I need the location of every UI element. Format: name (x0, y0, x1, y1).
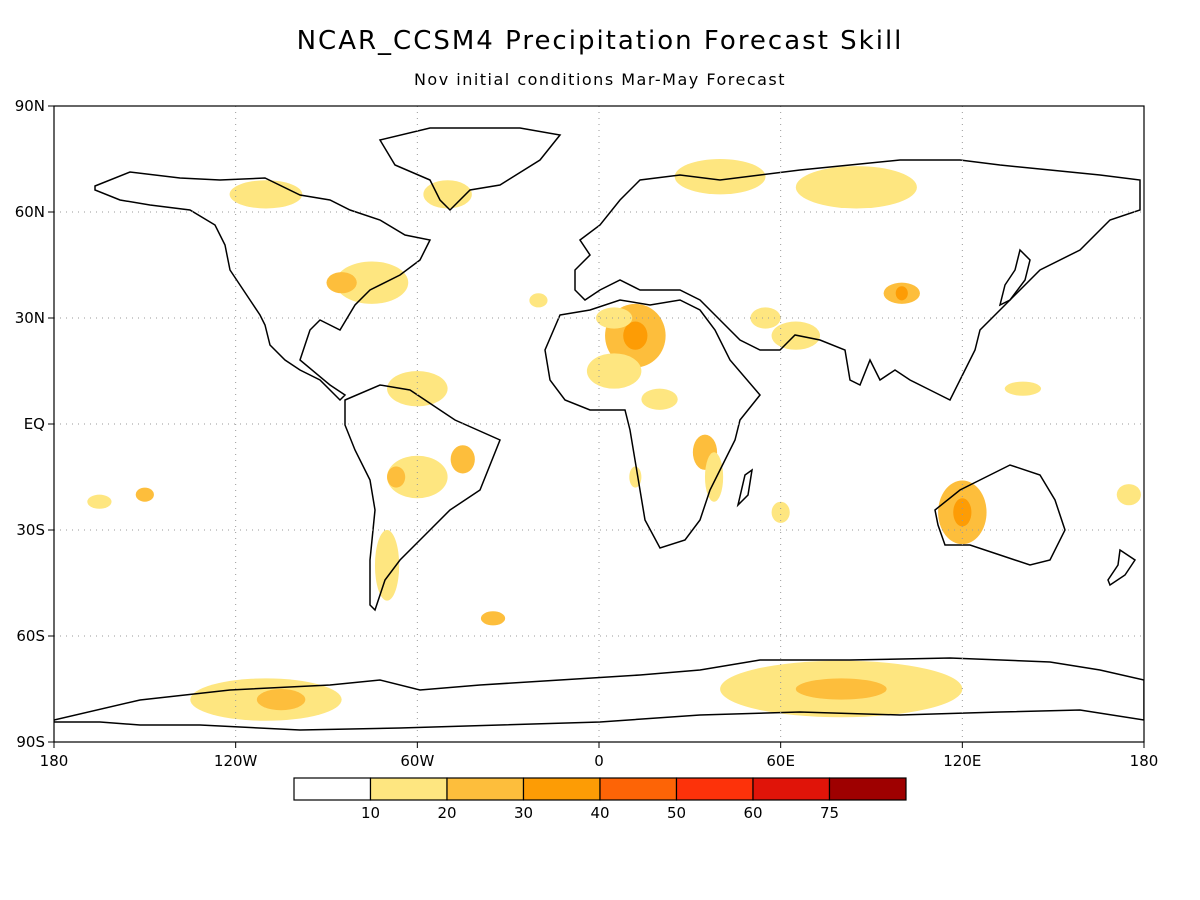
skill-region-7 (595, 307, 633, 329)
x-axis: 180 120W 60W 0 60E 120E 180 (40, 742, 1159, 770)
coastline-europe-asia (574, 159, 1141, 402)
gridlines (54, 106, 1144, 742)
colorbar-label-5: 60 (743, 804, 762, 822)
colorbar-swatch-0 (293, 777, 372, 801)
skill-region-19 (895, 286, 908, 301)
skill-region-10 (387, 455, 448, 499)
skill-region-21 (674, 159, 766, 195)
skill-region-3 (641, 388, 678, 410)
skill-region-23 (423, 180, 472, 209)
y-tick-label-2: 30N (15, 309, 45, 327)
coastline-north-america (94, 171, 432, 402)
colorbar-swatch-5 (675, 777, 754, 801)
colorbar-label-3: 40 (590, 804, 609, 822)
skill-region-17 (1004, 381, 1042, 396)
skill-region-11 (387, 466, 406, 488)
coastline-antarctica (54, 657, 1144, 731)
colorbar-swatch-2 (446, 777, 525, 801)
skill-region-9 (326, 272, 357, 294)
skill-region-20 (795, 166, 917, 209)
skill-region-22 (229, 180, 303, 209)
x-tick-label-6: 180 (1130, 752, 1159, 770)
coastline-greenland (378, 127, 562, 212)
colorbar-label-4: 50 (667, 804, 686, 822)
skill-region-26 (87, 494, 112, 509)
x-tick-label-2: 60W (400, 752, 434, 770)
skill-region-5 (704, 452, 724, 502)
chart-subtitle: Nov initial conditions Mar-May Forecast (413, 70, 787, 89)
colorbar-swatch-4 (599, 777, 678, 801)
skill-region-34 (529, 293, 548, 308)
y-tick-label-4: 30S (16, 521, 45, 539)
y-tick-label-6: 90S (16, 733, 45, 751)
coastline-africa (544, 299, 761, 549)
x-tick-label-1: 120W (214, 752, 258, 770)
colorbar-label-0: 10 (361, 804, 380, 822)
skill-region-13 (374, 530, 400, 601)
x-tick-label-4: 60E (766, 752, 795, 770)
colorbar-swatch-3 (522, 777, 601, 801)
y-axis: 90N 60N 30N EQ 30S 60S 90S (15, 97, 54, 751)
coastline-south-america (344, 384, 501, 612)
x-tick-label-5: 120E (943, 752, 981, 770)
x-tick-label-0: 180 (40, 752, 69, 770)
colorbar-label-1: 20 (437, 804, 456, 822)
coastline-new-zealand (1107, 548, 1137, 587)
x-tick-label-3: 0 (594, 752, 604, 770)
skill-region-2 (586, 353, 642, 389)
skill-region-16 (953, 498, 972, 527)
coastlines (54, 127, 1144, 731)
skill-region-32 (256, 689, 306, 711)
skill-region-30 (795, 678, 887, 700)
skill-region-33 (480, 611, 506, 626)
y-tick-label-0: 90N (15, 97, 45, 115)
y-tick-label-3: EQ (24, 415, 45, 433)
coastline-madagascar (736, 468, 754, 508)
coastline-japan (998, 248, 1031, 307)
skill-region-24 (750, 307, 781, 329)
chart-title: NCAR_CCSM4 Precipitation Forecast Skill (296, 26, 904, 56)
skill-region-27 (135, 487, 154, 502)
colorbar-swatch-6 (752, 777, 831, 801)
colorbar-label-6: 75 (820, 804, 839, 822)
colorbar-swatch-7 (828, 777, 907, 801)
skill-regions (87, 159, 1141, 721)
colorbar-swatch-1 (369, 777, 448, 801)
colorbar-label-2: 30 (514, 804, 533, 822)
skill-region-35 (771, 501, 790, 523)
skill-region-28 (1116, 484, 1141, 506)
y-tick-label-5: 60S (16, 627, 45, 645)
colorbar: 10 20 30 40 50 60 75 (293, 777, 907, 822)
skill-region-8 (335, 261, 409, 304)
skill-region-1 (623, 321, 648, 350)
skill-region-12 (450, 445, 475, 474)
y-tick-label-1: 60N (15, 203, 45, 221)
coastline-australia (934, 464, 1066, 566)
